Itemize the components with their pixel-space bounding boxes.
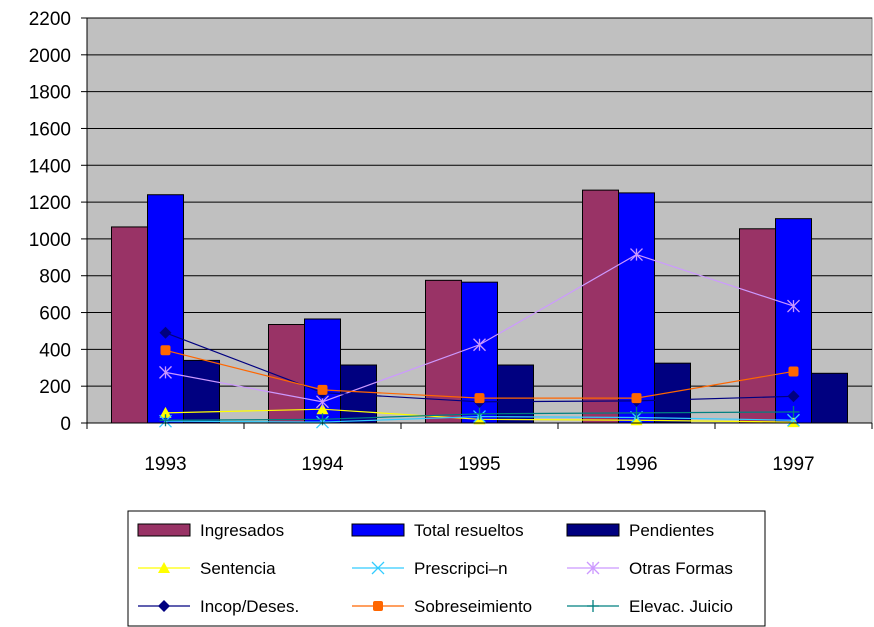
x-tick-label: 1994 [301, 454, 344, 475]
point-incop-deses-1997 [787, 390, 800, 403]
x-tick-label: 1996 [615, 454, 657, 475]
legend-label: Incop/Deses. [200, 597, 299, 616]
y-tick-labels: 0 200 400 600 800 1000 1200 1400 1600 1800 2000 220… [29, 9, 71, 435]
point-elevac-juicio-1997 [787, 405, 800, 418]
legend-item-otras-formas: Otras Formas [567, 559, 733, 578]
legend-marker [587, 600, 599, 612]
y-tick-label: 2200 [29, 9, 71, 30]
y-tick-label: 0 [60, 414, 71, 435]
legend-label: Ingresados [200, 521, 284, 540]
point-prescripci-n-1997 [787, 413, 800, 427]
point-sobreseimiento-1994 [317, 384, 328, 395]
point-elevac-juicio-1995 [473, 407, 486, 420]
y-tick-label: 2000 [29, 46, 71, 67]
legend-item-total-resueltos: Total resueltos [351, 521, 524, 540]
y-tick-label: 400 [39, 340, 71, 361]
point-sobreseimiento-1995 [474, 393, 485, 404]
x-tick-label: 1997 [772, 454, 814, 475]
legend-marker [158, 562, 170, 573]
legend-swatch [351, 523, 405, 537]
y-tick-label: 600 [39, 304, 71, 325]
legend-label: Otras Formas [629, 559, 733, 578]
bar-total-resueltos-1996 [618, 192, 655, 424]
legend-item-pendientes: Pendientes [566, 521, 714, 540]
y-tick-label: 1400 [29, 156, 71, 177]
bar-ingresados-1993 [111, 226, 148, 424]
y-tick-label: 1800 [29, 83, 71, 104]
legend-marker [371, 561, 385, 575]
x-tick-labels: 1993 1994 1995 1996 1997 [144, 454, 814, 475]
point-otras-formas-1995 [473, 338, 486, 352]
bar-pendientes-1996 [654, 362, 691, 424]
bar-ingresados-1995 [425, 279, 462, 424]
point-sentencia-1993 [159, 406, 172, 418]
bar-total-resueltos-1997 [775, 218, 812, 424]
point-sentencia-1997 [787, 416, 800, 428]
point-sentencia-1994 [316, 403, 329, 415]
bar-ingresados-1997 [739, 228, 776, 424]
point-otras-formas-1993 [159, 365, 172, 379]
legend-marker [373, 601, 383, 611]
legend-label: Prescripci–n [414, 559, 508, 578]
legend-item-ingresados: Ingresados [137, 521, 284, 540]
bar-ingresados-1996 [582, 189, 619, 424]
y-tick-label: 200 [39, 377, 71, 398]
legend-marker [586, 561, 600, 575]
legend-item-prescripci-n: Prescripci–n [352, 559, 508, 578]
legend-label: Sobreseimiento [414, 597, 532, 616]
y-tick-label: 1000 [29, 230, 71, 251]
legend-label: Elevac. Juicio [629, 597, 733, 616]
axes [81, 17, 873, 429]
point-sobreseimiento-1997 [788, 366, 799, 377]
legend-swatch [566, 523, 620, 537]
legend-label: Pendientes [629, 521, 714, 540]
x-tick-label: 1993 [144, 454, 186, 475]
point-elevac-juicio-1993 [159, 414, 172, 427]
legend: Ingresados Total resueltos Pendientes Sente… [127, 510, 766, 627]
bar-total-resueltos-1993 [147, 194, 184, 424]
y-tick-label: 800 [39, 267, 71, 288]
bar-pendientes-1995 [497, 364, 534, 424]
y-tick-label: 1600 [29, 119, 71, 140]
legend-label: Sentencia [200, 559, 276, 578]
legend-box [127, 510, 766, 627]
point-sentencia-1996 [630, 414, 643, 426]
legend-item-sentencia: Sentencia [138, 559, 276, 578]
point-elevac-juicio-1996 [630, 406, 643, 419]
legend-label: Total resueltos [414, 521, 524, 540]
bar-pendientes-1993 [183, 359, 220, 424]
legend-item-incop-deses: Incop/Deses. [138, 597, 299, 616]
point-otras-formas-1997 [787, 299, 800, 313]
point-sobreseimiento-1996 [631, 393, 642, 404]
legend-marker [158, 600, 170, 612]
legend-swatch [137, 523, 191, 537]
point-otras-formas-1996 [630, 248, 643, 262]
legend-item-sobreseimiento: Sobreseimiento [352, 597, 532, 616]
point-sobreseimiento-1993 [160, 345, 171, 356]
point-incop-deses-1993 [159, 326, 172, 339]
lines [159, 248, 800, 429]
y-tick-label: 1200 [29, 193, 71, 214]
x-tick-label: 1995 [458, 454, 500, 475]
legend-item-elevac-juicio: Elevac. Juicio [567, 597, 733, 616]
bar-pendientes-1997 [811, 372, 848, 424]
